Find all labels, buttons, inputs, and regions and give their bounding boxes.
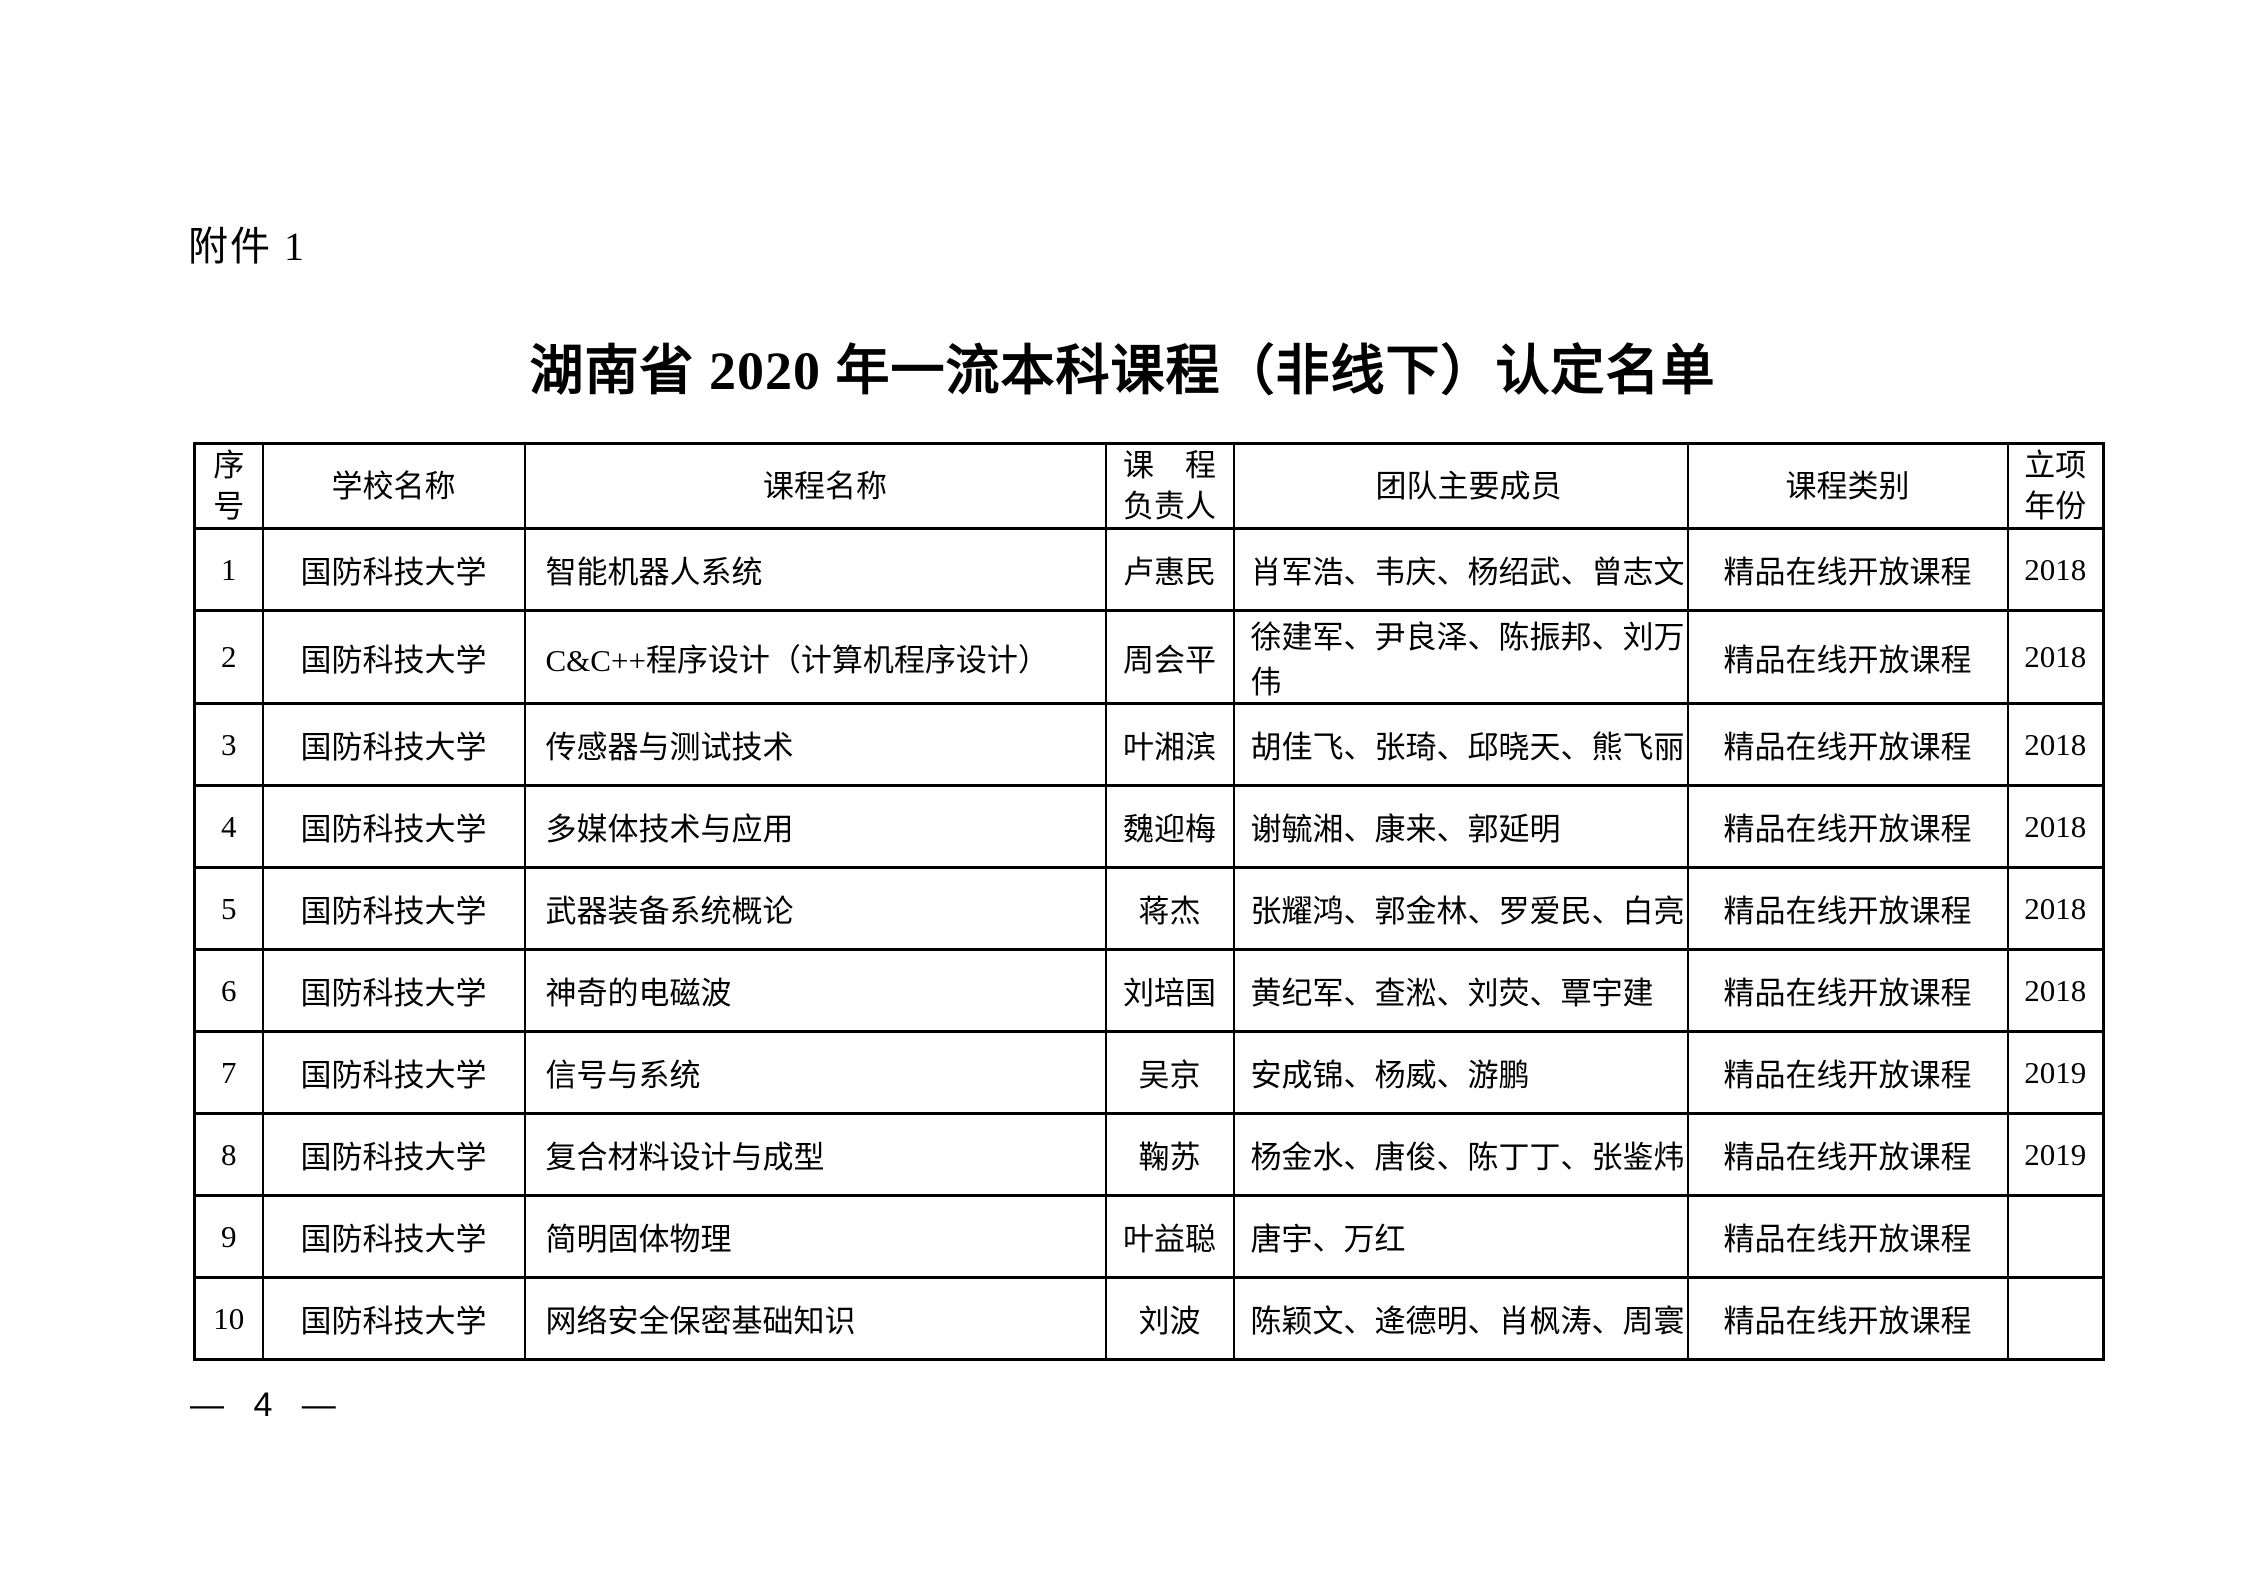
cell-course: C&C++程序设计（计算机程序设计）: [523, 609, 1107, 705]
cell-school: 国防科技大学: [261, 1276, 526, 1361]
cell-category: 精品在线开放课程: [1686, 784, 2009, 869]
cell-leader: 鞠苏: [1104, 1112, 1235, 1197]
column-header-members: 团队主要成员: [1232, 442, 1689, 530]
cell-leader: 刘波: [1104, 1276, 1235, 1361]
cell-members: 杨金水、唐俊、陈丁丁、张鉴炜: [1232, 1112, 1689, 1197]
cell-category: 精品在线开放课程: [1686, 609, 2009, 705]
cell-members: 肖军浩、韦庆、杨绍武、曾志文: [1232, 527, 1689, 612]
cell-leader: 叶湘滨: [1104, 702, 1235, 787]
cell-leader: 刘培国: [1104, 948, 1235, 1033]
cell-course: 武器装备系统概论: [523, 866, 1107, 951]
cell-course: 网络安全保密基础知识: [523, 1276, 1107, 1361]
table-row: 10 国防科技大学 网络安全保密基础知识 刘波 陈颖文、逄德明、肖枫涛、周寰 精品在线开放…: [193, 1276, 2105, 1361]
column-header-year: 立项 年份: [2006, 442, 2105, 530]
cell-leader: 吴京: [1104, 1030, 1235, 1115]
cell-school: 国防科技大学: [261, 527, 526, 612]
cell-members: 徐建军、尹良泽、陈振邦、刘万伟: [1232, 609, 1689, 705]
cell-members: 陈颖文、逄德明、肖枫涛、周寰: [1232, 1276, 1689, 1361]
cell-year: 2018: [2006, 609, 2105, 705]
cell-category: 精品在线开放课程: [1686, 866, 2009, 951]
cell-school: 国防科技大学: [261, 609, 526, 705]
cell-year: [2006, 1276, 2105, 1361]
cell-school: 国防科技大学: [261, 1112, 526, 1197]
cell-no: 9: [193, 1194, 264, 1279]
table-row: 3 国防科技大学 传感器与测试技术 叶湘滨 胡佳飞、张琦、邱晓天、熊飞丽 精品在线开放课程…: [193, 702, 2105, 787]
table-header: 序 号 学校名称 课程名称 课 程 负责人 团队主要成员 课程类别 立项 年份: [193, 442, 2105, 530]
cell-year: 2018: [2006, 702, 2105, 787]
cell-members: 张耀鸿、郭金林、罗爱民、白亮: [1232, 866, 1689, 951]
cell-members: 胡佳飞、张琦、邱晓天、熊飞丽: [1232, 702, 1689, 787]
cell-category: 精品在线开放课程: [1686, 1112, 2009, 1197]
header-row: 序 号 学校名称 课程名称 课 程 负责人 团队主要成员 课程类别 立项 年份: [193, 442, 2105, 530]
cell-no: 2: [193, 609, 264, 705]
cell-course: 传感器与测试技术: [523, 702, 1107, 787]
courses-table: 序 号 学校名称 课程名称 课 程 负责人 团队主要成员 课程类别 立项 年份 …: [193, 442, 2105, 1361]
table-row: 2 国防科技大学 C&C++程序设计（计算机程序设计） 周会平 徐建军、尹良泽、陈振邦、…: [193, 609, 2105, 705]
cell-members: 唐宇、万红: [1232, 1194, 1689, 1279]
cell-leader: 叶益聪: [1104, 1194, 1235, 1279]
cell-category: 精品在线开放课程: [1686, 702, 2009, 787]
cell-year: 2019: [2006, 1030, 2105, 1115]
table-row: 9 国防科技大学 简明固体物理 叶益聪 唐宇、万红 精品在线开放课程: [193, 1194, 2105, 1279]
cell-course: 简明固体物理: [523, 1194, 1107, 1279]
cell-no: 4: [193, 784, 264, 869]
cell-members: 安成锦、杨威、游鹏: [1232, 1030, 1689, 1115]
column-header-category: 课程类别: [1686, 442, 2009, 530]
cell-year: 2018: [2006, 784, 2105, 869]
cell-members: 黄纪军、查淞、刘荧、覃宇建: [1232, 948, 1689, 1033]
cell-no: 7: [193, 1030, 264, 1115]
table-row: 8 国防科技大学 复合材料设计与成型 鞠苏 杨金水、唐俊、陈丁丁、张鉴炜 精品在线开放课程…: [193, 1112, 2105, 1197]
cell-leader: 魏迎梅: [1104, 784, 1235, 869]
attachment-label: 附件 1: [188, 224, 306, 269]
cell-course: 信号与系统: [523, 1030, 1107, 1115]
cell-school: 国防科技大学: [261, 1030, 526, 1115]
page-title: 湖南省 2020 年一流本科课程（非线下）认定名单: [529, 341, 1716, 401]
table-row: 7 国防科技大学 信号与系统 吴京 安成锦、杨威、游鹏 精品在线开放课程 2019: [193, 1030, 2105, 1115]
cell-no: 10: [193, 1276, 264, 1361]
cell-course: 复合材料设计与成型: [523, 1112, 1107, 1197]
column-header-leader: 课 程 负责人: [1104, 442, 1235, 530]
table-body: 1 国防科技大学 智能机器人系统 卢惠民 肖军浩、韦庆、杨绍武、曾志文 精品在线开放课程 2…: [193, 527, 2105, 1361]
cell-category: 精品在线开放课程: [1686, 1194, 2009, 1279]
table-row: 4 国防科技大学 多媒体技术与应用 魏迎梅 谢毓湘、康来、郭延明 精品在线开放课程 2018: [193, 784, 2105, 869]
cell-leader: 卢惠民: [1104, 527, 1235, 612]
cell-members: 谢毓湘、康来、郭延明: [1232, 784, 1689, 869]
cell-year: 2019: [2006, 1112, 2105, 1197]
cell-school: 国防科技大学: [261, 866, 526, 951]
cell-no: 3: [193, 702, 264, 787]
cell-school: 国防科技大学: [261, 1194, 526, 1279]
table-row: 6 国防科技大学 神奇的电磁波 刘培国 黄纪军、查淞、刘荧、覃宇建 精品在线开放课程 201…: [193, 948, 2105, 1033]
cell-year: 2018: [2006, 948, 2105, 1033]
table-row: 5 国防科技大学 武器装备系统概论 蒋杰 张耀鸿、郭金林、罗爱民、白亮 精品在线开放课程 2…: [193, 866, 2105, 951]
cell-leader: 周会平: [1104, 609, 1235, 705]
cell-category: 精品在线开放课程: [1686, 948, 2009, 1033]
cell-no: 1: [193, 527, 264, 612]
cell-category: 精品在线开放课程: [1686, 1030, 2009, 1115]
cell-year: [2006, 1194, 2105, 1279]
cell-course: 智能机器人系统: [523, 527, 1107, 612]
cell-category: 精品在线开放课程: [1686, 527, 2009, 612]
cell-course: 多媒体技术与应用: [523, 784, 1107, 869]
cell-year: 2018: [2006, 866, 2105, 951]
cell-school: 国防科技大学: [261, 948, 526, 1033]
column-header-school: 学校名称: [261, 442, 526, 530]
cell-year: 2018: [2006, 527, 2105, 612]
column-header-course: 课程名称: [523, 442, 1107, 530]
page-number: — 4 —: [190, 1386, 346, 1424]
cell-no: 8: [193, 1112, 264, 1197]
cell-school: 国防科技大学: [261, 702, 526, 787]
cell-no: 6: [193, 948, 264, 1033]
table-row: 1 国防科技大学 智能机器人系统 卢惠民 肖军浩、韦庆、杨绍武、曾志文 精品在线开放课程 2…: [193, 527, 2105, 612]
column-header-no: 序 号: [193, 442, 264, 530]
cell-category: 精品在线开放课程: [1686, 1276, 2009, 1361]
cell-school: 国防科技大学: [261, 784, 526, 869]
cell-no: 5: [193, 866, 264, 951]
cell-course: 神奇的电磁波: [523, 948, 1107, 1033]
cell-leader: 蒋杰: [1104, 866, 1235, 951]
